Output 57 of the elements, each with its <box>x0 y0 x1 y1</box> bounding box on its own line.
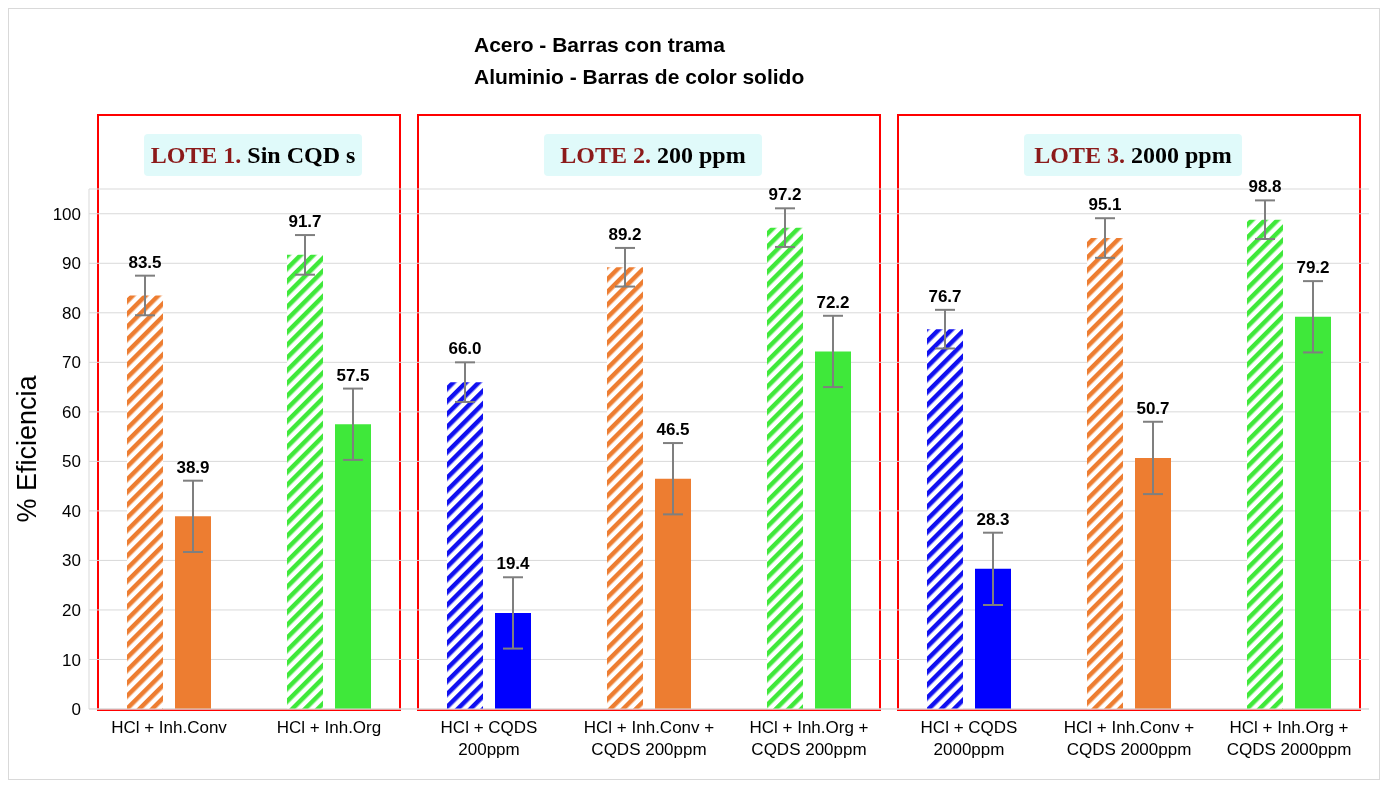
text: LOTE 3. 2000 ppm <box>1034 142 1232 168</box>
y-tick-label: 10 <box>62 650 81 670</box>
bar <box>287 254 323 709</box>
data-label: 19.4 <box>496 554 531 574</box>
data-label: 97.2 <box>768 185 802 205</box>
data-label: 28.3 <box>976 509 1010 529</box>
data-label: 76.7 <box>928 286 962 306</box>
y-axis-title: % Eficiencia <box>11 374 42 523</box>
data-label: 95.1 <box>1088 195 1122 215</box>
y-tick-label: 100 <box>52 204 81 224</box>
data-label: 79.2 <box>1296 258 1330 278</box>
x-tick-label: HCl + Inh.Org + CQDS 200ppm <box>749 718 869 759</box>
y-tick-label: 30 <box>62 551 81 571</box>
data-label: 98.8 <box>1248 177 1282 197</box>
y-tick-label: 20 <box>62 600 81 620</box>
data-label: 83.5 <box>128 252 162 272</box>
bar <box>335 424 371 709</box>
x-tick-label: HCl + Inh.Org <box>276 718 382 737</box>
data-label: 46.5 <box>656 420 690 440</box>
bar <box>447 382 483 709</box>
x-tick-label: HCl + Inh.Conv <box>111 718 228 737</box>
y-tick-label: 80 <box>62 303 81 323</box>
chart-title: Acero - Barras con trama <box>474 32 726 58</box>
bar <box>767 227 803 709</box>
bar <box>975 568 1011 709</box>
data-label: 66.0 <box>448 339 482 359</box>
bar <box>815 351 851 709</box>
y-tick-label: 70 <box>62 353 81 373</box>
y-tick-label: 50 <box>62 452 81 472</box>
bar <box>1135 457 1171 709</box>
x-tick-label: HCl + Inh.Conv + CQDS 200ppm <box>583 718 715 759</box>
data-label: 89.2 <box>608 224 642 244</box>
text: LOTE 2. 200 ppm <box>560 142 746 168</box>
bar <box>607 267 643 709</box>
x-tick-label: HCl + Inh.Conv + CQDS 2000ppm <box>1063 718 1195 759</box>
bar <box>1087 238 1123 709</box>
data-label: 50.7 <box>1136 398 1170 418</box>
chart-subtitle: Aluminio - Barras de color solido <box>474 64 805 90</box>
bar <box>927 329 963 709</box>
y-tick-label: 40 <box>62 501 81 521</box>
data-label: 91.7 <box>288 212 322 232</box>
bar <box>1295 316 1331 709</box>
x-tick-label: HCl + CQDS 2000ppm <box>920 718 1018 759</box>
y-tick-label: 0 <box>71 700 81 720</box>
data-label: 57.5 <box>336 365 370 385</box>
bar <box>1247 219 1283 709</box>
data-label: 72.2 <box>816 292 850 312</box>
x-tick-label: HCl + Inh.Org + CQDS 2000ppm <box>1226 718 1352 759</box>
bar <box>495 612 531 709</box>
bar <box>175 516 211 709</box>
x-tick-label: HCl + CQDS 200ppm <box>440 718 538 759</box>
text: LOTE 1. Sin CQD s <box>150 142 356 168</box>
y-tick-label: 60 <box>62 402 81 422</box>
data-label: 38.9 <box>176 457 210 477</box>
bar <box>655 478 691 709</box>
bar <box>127 295 163 709</box>
y-tick-label: 90 <box>62 254 81 274</box>
